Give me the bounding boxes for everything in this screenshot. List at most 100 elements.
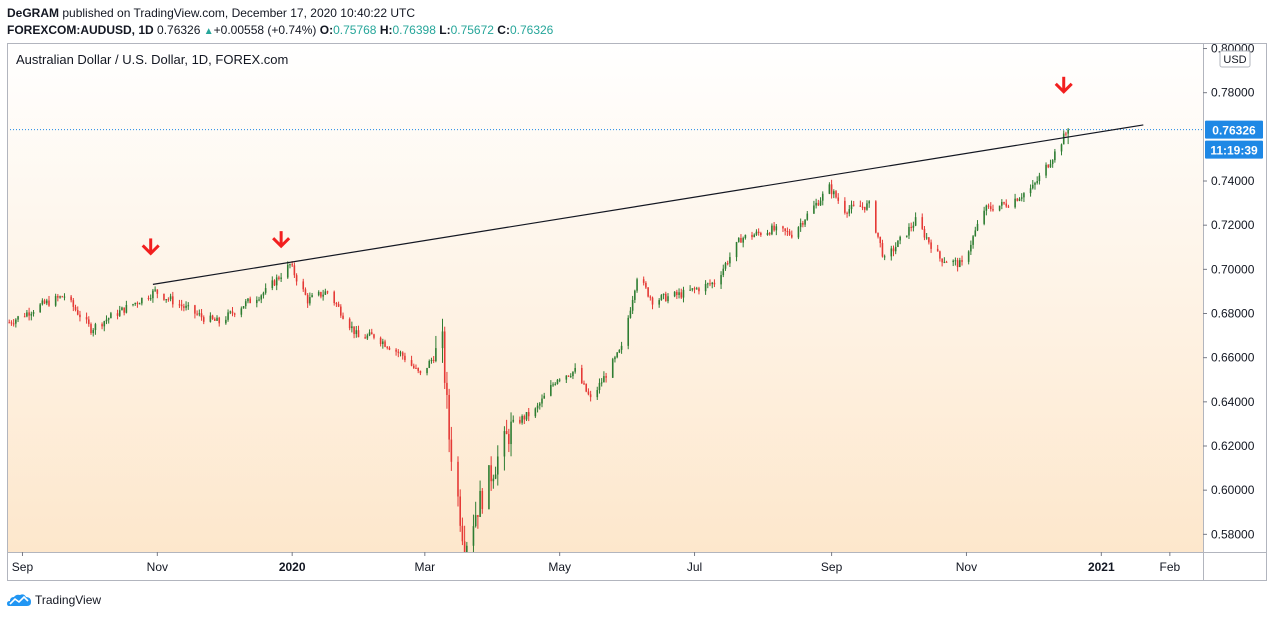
- open-value: 0.75768: [333, 23, 377, 37]
- candle-body: [863, 206, 866, 210]
- open-label: O:: [319, 23, 334, 37]
- candle-body: [72, 300, 75, 307]
- chart-header: DeGRAM published on TradingView.com, Dec…: [7, 5, 553, 38]
- candle-body: [23, 316, 26, 318]
- candle-body: [48, 300, 50, 306]
- chart-title: Australian Dollar / U.S. Dollar, 1D, FOR…: [16, 52, 288, 67]
- plot-background[interactable]: [7, 43, 1203, 552]
- author-name[interactable]: DeGRAM: [7, 6, 60, 20]
- candle-body: [1054, 151, 1056, 161]
- candle-body: [939, 251, 941, 259]
- candle-body: [134, 302, 137, 305]
- ohlc-line: FOREXCOM:AUDUSD, 1D 0.76326 ▲+0.00558 (+…: [7, 22, 553, 38]
- candle-body: [432, 359, 435, 361]
- last-price-label: 0.76326: [1212, 124, 1256, 138]
- x-tick-label: 2021: [1088, 560, 1115, 574]
- candle-body: [289, 264, 291, 266]
- footer-brand[interactable]: TradingView: [7, 591, 101, 609]
- candle-body: [846, 212, 848, 214]
- candle-body: [185, 305, 187, 308]
- candle-body: [351, 326, 353, 329]
- candle-body: [852, 204, 855, 206]
- candle-body: [357, 330, 360, 338]
- candle-body: [12, 323, 15, 325]
- y-tick-label: 0.74000: [1211, 174, 1255, 188]
- candle-body: [39, 304, 41, 313]
- candle-body: [262, 292, 265, 296]
- candle-body: [132, 304, 134, 306]
- candle-body: [211, 315, 214, 319]
- currency-badge[interactable]: USD: [1219, 50, 1251, 68]
- candle-body: [459, 496, 461, 526]
- candle-body: [647, 287, 649, 297]
- candle-body: [165, 299, 167, 301]
- candle-body: [691, 288, 694, 290]
- candle-body: [79, 314, 81, 318]
- candle-body: [892, 248, 895, 252]
- candle-body: [711, 282, 714, 285]
- candle-body: [216, 317, 218, 321]
- candle-body: [660, 295, 663, 301]
- candle-body: [987, 205, 990, 207]
- candle-body: [972, 236, 974, 245]
- x-tick-label: Feb: [1159, 560, 1180, 574]
- candle-body: [324, 291, 327, 295]
- candle-body: [667, 296, 669, 302]
- candle-body: [1051, 160, 1054, 165]
- candle-body: [41, 300, 44, 305]
- candle-body: [286, 264, 289, 278]
- candle-body: [580, 367, 583, 384]
- candle-body: [370, 332, 373, 335]
- candle-body: [317, 291, 320, 296]
- candle-body: [1047, 164, 1050, 168]
- candle-body: [481, 490, 484, 510]
- candle-body: [244, 301, 247, 307]
- x-tick-label: Mar: [414, 560, 435, 574]
- candle-body: [110, 313, 112, 319]
- candle-body: [512, 419, 515, 422]
- candle-body: [479, 490, 481, 517]
- candle-body: [788, 231, 791, 235]
- candle-body: [505, 431, 508, 435]
- candle-body: [233, 313, 236, 315]
- y-tick-label: 0.60000: [1211, 483, 1255, 497]
- candle-body: [10, 322, 13, 324]
- y-tick-label: 0.62000: [1211, 439, 1255, 453]
- time-axis[interactable]: Sep Nov 2020 Mar May Jul Sep Nov 2021 Feb: [12, 552, 1181, 574]
- candle-body: [8, 322, 11, 324]
- candle-body: [1023, 193, 1025, 198]
- candle-body: [572, 371, 574, 377]
- candle-body: [101, 324, 103, 327]
- candle-body: [744, 234, 747, 239]
- candle-body: [649, 296, 652, 298]
- candle-body: [587, 391, 590, 395]
- candle-body: [227, 312, 229, 320]
- candle-body: [247, 298, 249, 302]
- candle-body: [335, 303, 338, 305]
- candle-body: [583, 383, 585, 385]
- candle-body: [914, 217, 917, 226]
- high-label: H:: [379, 23, 393, 37]
- candle-body: [477, 515, 479, 517]
- candle-body: [585, 383, 588, 392]
- down-arrow-icon[interactable]: [141, 244, 160, 256]
- candle-body: [757, 231, 760, 234]
- candle-body: [828, 184, 831, 194]
- candle-body: [629, 310, 632, 318]
- candle-body: [877, 232, 879, 237]
- candle-body: [302, 281, 305, 290]
- trend-line[interactable]: [152, 124, 1144, 285]
- candle-body: [894, 246, 897, 252]
- candle-body: [910, 226, 912, 228]
- candle-body: [844, 200, 846, 213]
- candle-body: [194, 305, 196, 314]
- price-axis[interactable]: 0.800000.780000.740000.720000.700000.680…: [1203, 42, 1255, 542]
- candle-body: [488, 465, 490, 510]
- candle-body: [611, 359, 614, 378]
- down-arrow-icon[interactable]: [1054, 82, 1073, 94]
- down-arrow-icon[interactable]: [272, 237, 291, 249]
- candle-body: [70, 296, 72, 301]
- candle-body: [797, 227, 800, 238]
- candle-body: [534, 408, 537, 417]
